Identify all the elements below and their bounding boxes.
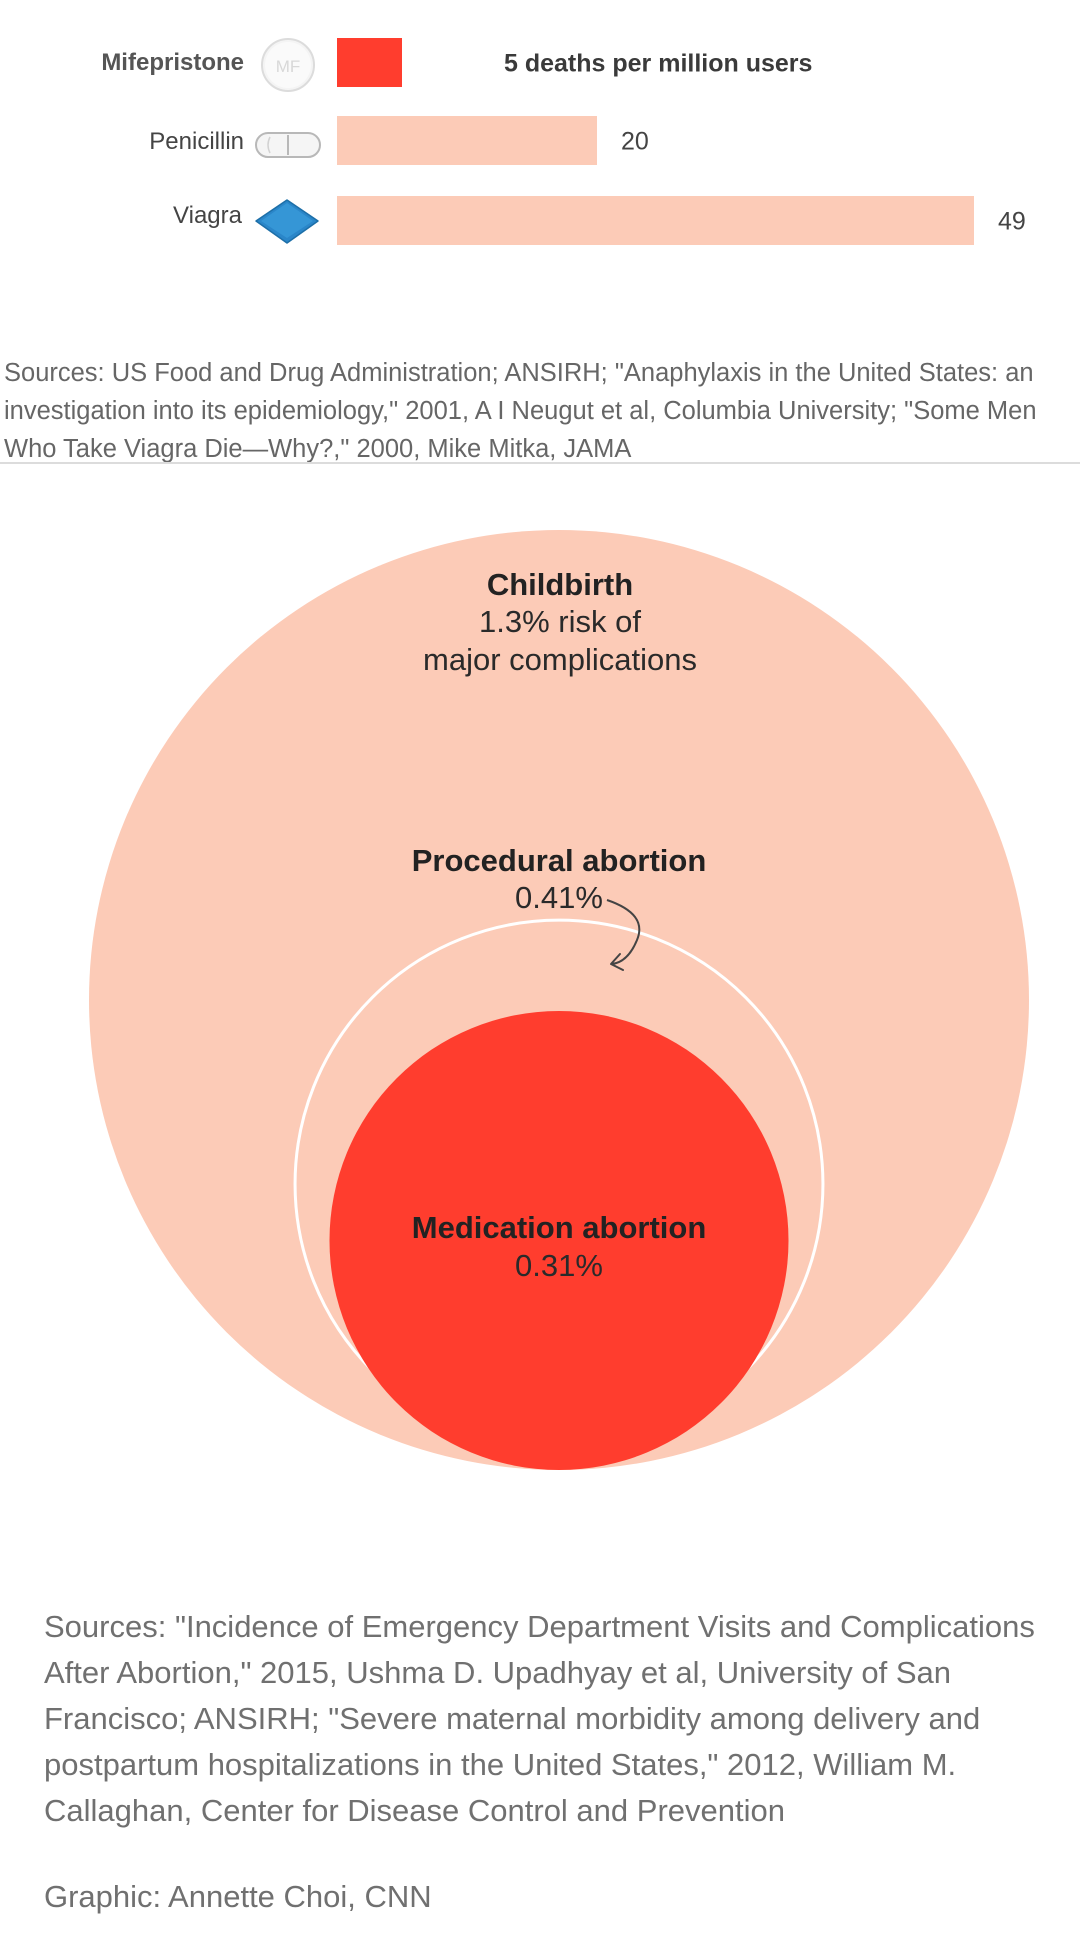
circle-medication-abortion: [329, 1010, 789, 1470]
bar-viagra: [337, 196, 974, 245]
bar-penicillin: [337, 116, 597, 165]
round-white-pill-icon: MF: [261, 38, 315, 92]
graphic-credit: Graphic: Annette Choi, CNN: [44, 1879, 432, 1914]
label-procedural-abortion: Procedural abortion: [412, 843, 707, 878]
category-label-penicillin: Penicillin: [149, 128, 244, 155]
circle-chart-sources: Sources: "Incidence of Emergency Departm…: [44, 1609, 1035, 1828]
bar-chart-sources: Sources: US Food and Drug Administration…: [4, 359, 1037, 463]
capsule-icon: [255, 132, 321, 158]
pill-imprint: MF: [276, 57, 301, 76]
panel-divider: [0, 462, 1080, 464]
curved-arrow-icon: [606, 899, 641, 971]
deaths-bar-chart-panel: Mifepristone Penicillin Viagra MF 5 deat…: [0, 0, 1080, 463]
category-label-viagra: Viagra: [173, 202, 243, 229]
label-medication-abortion: Medication abortion: [412, 1210, 707, 1245]
value-procedural-abortion: 0.41%: [515, 880, 603, 915]
complications-circle-chart: Childbirth 1.3% risk of major complicati…: [89, 530, 1029, 1470]
value-label-penicillin: 20: [621, 128, 649, 156]
value-label-mifepristone: 5 deaths per million users: [504, 50, 812, 78]
bar-mifepristone: [337, 38, 402, 87]
label-childbirth: Childbirth: [487, 567, 633, 602]
value-childbirth-line-2: major complications: [423, 642, 697, 677]
value-medication-abortion: 0.31%: [515, 1248, 603, 1283]
complications-circle-chart-panel: Childbirth 1.3% risk of major complicati…: [0, 464, 1080, 1936]
blue-diamond-pill-icon: [255, 199, 319, 244]
category-label-mifepristone: Mifepristone: [101, 49, 244, 76]
value-label-viagra: 49: [998, 208, 1026, 236]
value-childbirth: 1.3% risk of: [479, 604, 641, 639]
deaths-bar-chart: Mifepristone Penicillin Viagra MF 5 deat…: [101, 38, 1026, 245]
